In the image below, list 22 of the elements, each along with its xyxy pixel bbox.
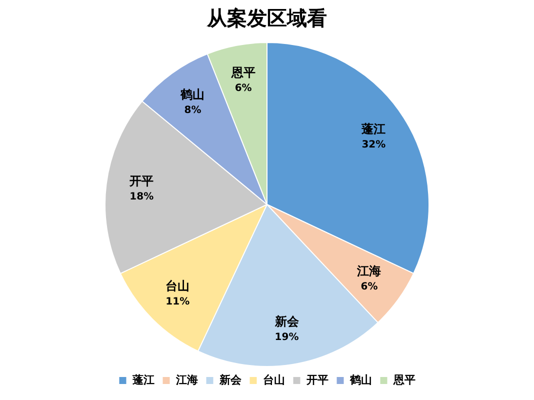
- slice-label: 新会: [274, 314, 300, 328]
- legend-label: 恩平: [392, 373, 416, 386]
- legend-label: 江海: [174, 373, 198, 386]
- legend-label: 蓬江: [131, 373, 154, 386]
- slice-label: 开平: [128, 174, 154, 188]
- slice-label: 江海: [356, 264, 382, 278]
- legend-label: 台山: [262, 373, 285, 386]
- slice-label: 鹤山: [180, 87, 205, 102]
- slice-label: 台山: [166, 278, 190, 293]
- data-label: 6%: [234, 82, 252, 94]
- legend-label: 开平: [305, 373, 328, 386]
- chart-title: 从案发区域看: [206, 6, 327, 30]
- data-label: 6%: [360, 281, 378, 292]
- data-label: 19%: [274, 332, 299, 343]
- legend-label: 鹤山: [348, 373, 372, 386]
- data-label: 8%: [184, 104, 202, 116]
- data-label: 32%: [362, 139, 386, 150]
- slice-label: 蓬江: [360, 122, 386, 136]
- legend-label: 新会: [218, 373, 242, 386]
- slice-label: 恩平: [230, 66, 256, 80]
- data-label: 18%: [130, 191, 154, 202]
- data-label: 11%: [166, 296, 190, 308]
